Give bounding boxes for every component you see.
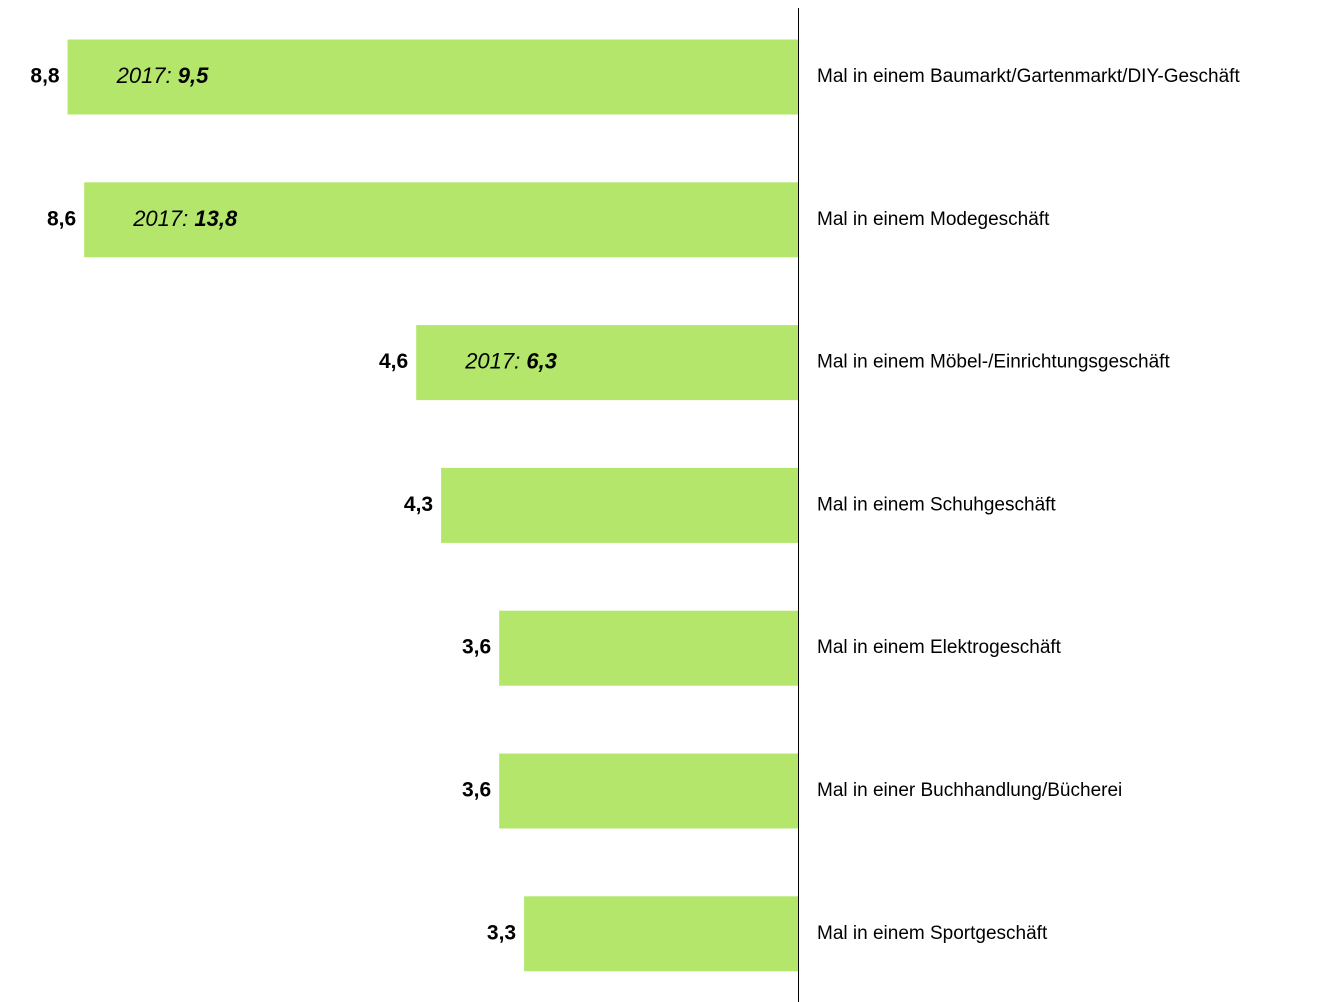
bar: [441, 467, 798, 543]
annotation-label: 2017:: [116, 63, 172, 88]
annotation-value: 13,8: [194, 206, 238, 231]
category-label: Mal in einem Sportgeschäft: [817, 923, 1048, 944]
annotation-value: 9,5: [178, 63, 209, 88]
annotation-label: 2017:: [464, 348, 520, 373]
category-label: Mal in einem Baumarkt/Gartenmarkt/DIY-Ge…: [817, 66, 1240, 87]
annotation: 2017: 6,3: [464, 348, 557, 373]
value-label: 8,6: [47, 207, 76, 230]
bar: [84, 182, 798, 258]
category-label: Mal in einem Möbel-/Einrichtungsgeschäft: [817, 352, 1170, 373]
category-label: Mal in einem Elektrogeschäft: [817, 637, 1062, 658]
category-label: Mal in einer Buchhandlung/Bücherei: [817, 780, 1122, 801]
value-label: 4,6: [379, 350, 408, 373]
annotation-value: 6,3: [526, 348, 557, 373]
bar: [524, 896, 798, 972]
bar: [499, 610, 798, 686]
bar: [499, 753, 798, 829]
annotation-label: 2017:: [132, 206, 188, 231]
annotation: 2017: 9,5: [116, 63, 210, 88]
value-label: 4,3: [404, 493, 433, 516]
value-label: 8,8: [30, 65, 60, 88]
category-label: Mal in einem Schuhgeschäft: [817, 494, 1056, 515]
value-label: 3,6: [462, 636, 491, 659]
value-label: 3,3: [487, 921, 516, 944]
bar: [416, 325, 798, 401]
annotation: 2017: 13,8: [132, 206, 238, 231]
category-label: Mal in einem Modegeschäft: [817, 209, 1050, 230]
value-label: 3,6: [462, 779, 491, 802]
bar: [67, 39, 799, 115]
